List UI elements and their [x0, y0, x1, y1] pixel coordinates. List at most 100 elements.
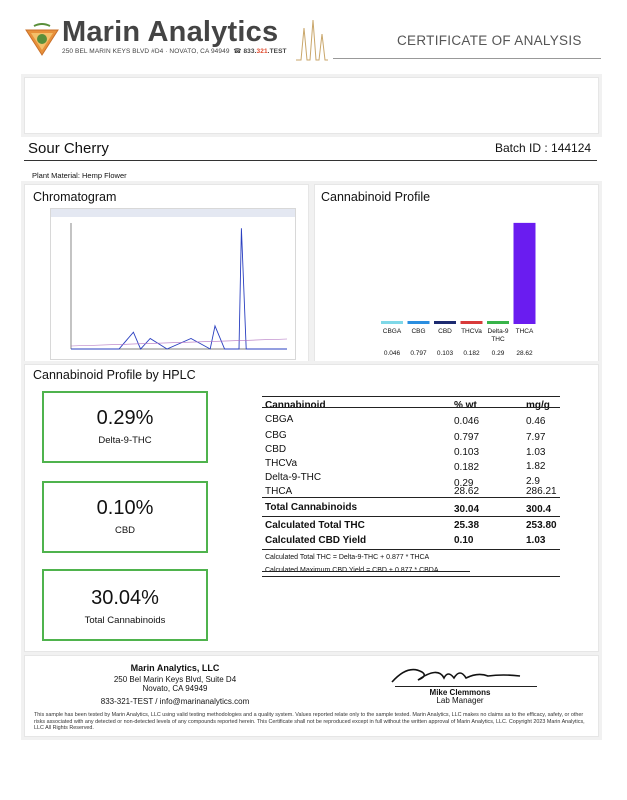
- profile-bar: [434, 321, 456, 324]
- product-name: Sour Cherry: [28, 140, 109, 157]
- footer-contact: 833-321-TEST / info@marinanalytics.com: [100, 697, 250, 706]
- total-top-rule: [262, 497, 560, 498]
- total-cannabinoids-label: Total Cannabinoids: [84, 615, 166, 626]
- signer-title: Lab Manager: [436, 696, 484, 705]
- peaks-graphic: [296, 19, 328, 61]
- profile-value-label: 28.62: [516, 350, 533, 357]
- cell-name: Total Cannabinoids: [265, 502, 358, 513]
- cell-mg: 300.4: [526, 504, 552, 515]
- cell-mg: 0.46: [526, 416, 546, 427]
- results-table: Cannabinoid % wt mg/g CBGA 0.046 0.46 CB…: [262, 396, 582, 580]
- brand-address-line: 250 BEL MARIN KEYS BLVD #D4 · NOVATO, CA…: [62, 47, 287, 55]
- profile-panel: [314, 184, 599, 362]
- profile-category-label: CBGA: [383, 328, 402, 335]
- header-strike-rule: [262, 407, 560, 408]
- table-top-rule: [262, 396, 560, 397]
- cell-mg: 253.80: [526, 520, 557, 531]
- document-title: CERTIFICATE OF ANALYSIS: [397, 33, 582, 48]
- profile-value-label: 0.797: [410, 350, 427, 357]
- cell-name: CBGA: [265, 414, 294, 425]
- signature-image: [391, 668, 521, 683]
- cell-pct: 0.046: [454, 416, 480, 427]
- footer-panel: [24, 655, 599, 737]
- calc-bottom-rule: [262, 549, 560, 550]
- cell-mg: 2.9: [526, 476, 540, 487]
- total-cannabinoids-box: 30.04% Total Cannabinoids: [42, 569, 208, 641]
- profile-bar: [487, 321, 509, 324]
- col-header-cannabinoid: Cannabinoid: [265, 400, 326, 411]
- table-bottom-rule: [262, 576, 560, 577]
- cell-mg: 1.03: [526, 447, 546, 458]
- delta9-thc-value: 0.29%: [96, 407, 154, 429]
- profile-category-label: THC: [491, 336, 505, 343]
- chromatogram-chart: [51, 209, 295, 350]
- profile-category-label: Delta-9: [488, 328, 509, 335]
- delta9-thc-label: Delta-9-THC: [98, 435, 152, 446]
- profile-bar: [460, 321, 483, 324]
- cell-name: THCVa: [265, 458, 298, 469]
- chromatogram-header-bar: [51, 209, 295, 217]
- cell-name: Calculated CBD Yield: [265, 535, 367, 546]
- chromatogram-image: [50, 208, 296, 360]
- cell-name: CBD: [265, 444, 287, 455]
- footer-company: Marin Analytics, LLC: [130, 663, 220, 673]
- cell-pct: 0.797: [454, 432, 480, 443]
- profile-title: Cannabinoid Profile: [321, 190, 431, 204]
- chromatogram-trace: [71, 228, 287, 350]
- cell-mg: 286.21: [526, 486, 557, 497]
- cbd-value: 0.10%: [96, 497, 154, 519]
- profile-bar: [381, 321, 403, 324]
- chromatogram-baseline: [70, 338, 288, 347]
- profile-bar: [407, 321, 430, 324]
- cell-mg: 1.82: [526, 461, 546, 472]
- profile-category-label: THCVa: [461, 328, 482, 335]
- delta9-thc-box: 0.29% Delta-9-THC: [42, 391, 208, 463]
- cell-pct: 30.04: [454, 504, 480, 515]
- plant-material: Plant Material: Hemp Flower: [32, 171, 127, 180]
- total-cannabinoids-value: 30.04%: [91, 587, 159, 609]
- col-header-mg-g: mg/g: [526, 400, 550, 411]
- cell-pct: 0.29: [454, 478, 474, 489]
- formula-thc: Calculated Total THC = Delta-9-THC + 0.8…: [265, 554, 430, 561]
- blank-info-panel: [24, 77, 599, 134]
- footer-address-2: Novato, CA 94949: [142, 684, 208, 693]
- brand-name: Marin Analytics: [62, 16, 279, 48]
- signature-line: [395, 686, 537, 687]
- product-divider: [24, 160, 597, 161]
- cell-mg: 7.97: [526, 432, 546, 443]
- profile-bar-chart: CBGA 0.046 CBG 0.797 CBD 0.103 THCVa 0.182 Delta…: [381, 222, 536, 357]
- cell-name: CBG: [265, 430, 287, 441]
- phone-icon: ☎: [231, 48, 242, 55]
- disclaimer: This sample has been tested by Marin Ana…: [34, 712, 585, 732]
- profile-value-label: 0.046: [384, 350, 401, 357]
- profile-category-label: THCA: [516, 328, 534, 335]
- formula-cbd: Calculated Maximum CBD Yield = CBD + 0.8…: [265, 567, 439, 574]
- cell-pct: 0.182: [454, 462, 480, 473]
- col-header-pct-wt: % wt: [454, 400, 477, 411]
- profile-category-label: CBG: [411, 328, 425, 335]
- chromatogram-title: Chromatogram: [33, 190, 117, 204]
- cell-pct: 28.62: [454, 486, 480, 497]
- cbd-label: CBD: [114, 525, 136, 536]
- profile-category-label: CBD: [438, 328, 452, 335]
- cell-name: Calculated Total THC: [265, 520, 365, 531]
- cbd-box: 0.10% CBD: [42, 481, 208, 553]
- formula-strike-rule: [262, 571, 470, 572]
- cell-name: Delta-9-THC: [265, 472, 322, 483]
- marin-logo-icon: [25, 23, 59, 56]
- total-bottom-rule: [262, 516, 560, 517]
- cell-name: THCA: [265, 486, 293, 497]
- header-rule: [333, 58, 601, 59]
- signer-name: Mike Clemmons: [429, 688, 491, 697]
- brand-address: 250 BEL MARIN KEYS BLVD #D4 · NOVATO, CA…: [62, 48, 230, 55]
- cell-pct: 0.10: [454, 535, 474, 546]
- profile-bar: [513, 222, 536, 324]
- footer-address-1: 250 Bel Marin Keys Blvd, Suite D4: [113, 675, 237, 684]
- hplc-title: Cannabinoid Profile by HPLC: [33, 368, 196, 382]
- brand-phone: 833.321.TEST: [243, 48, 287, 55]
- batch-id: Batch ID : 144124: [495, 141, 592, 155]
- cell-pct: 25.38: [454, 520, 480, 531]
- profile-value-label: 0.29: [492, 350, 505, 357]
- cell-mg: 1.03: [526, 535, 546, 546]
- cell-pct: 0.103: [454, 447, 480, 458]
